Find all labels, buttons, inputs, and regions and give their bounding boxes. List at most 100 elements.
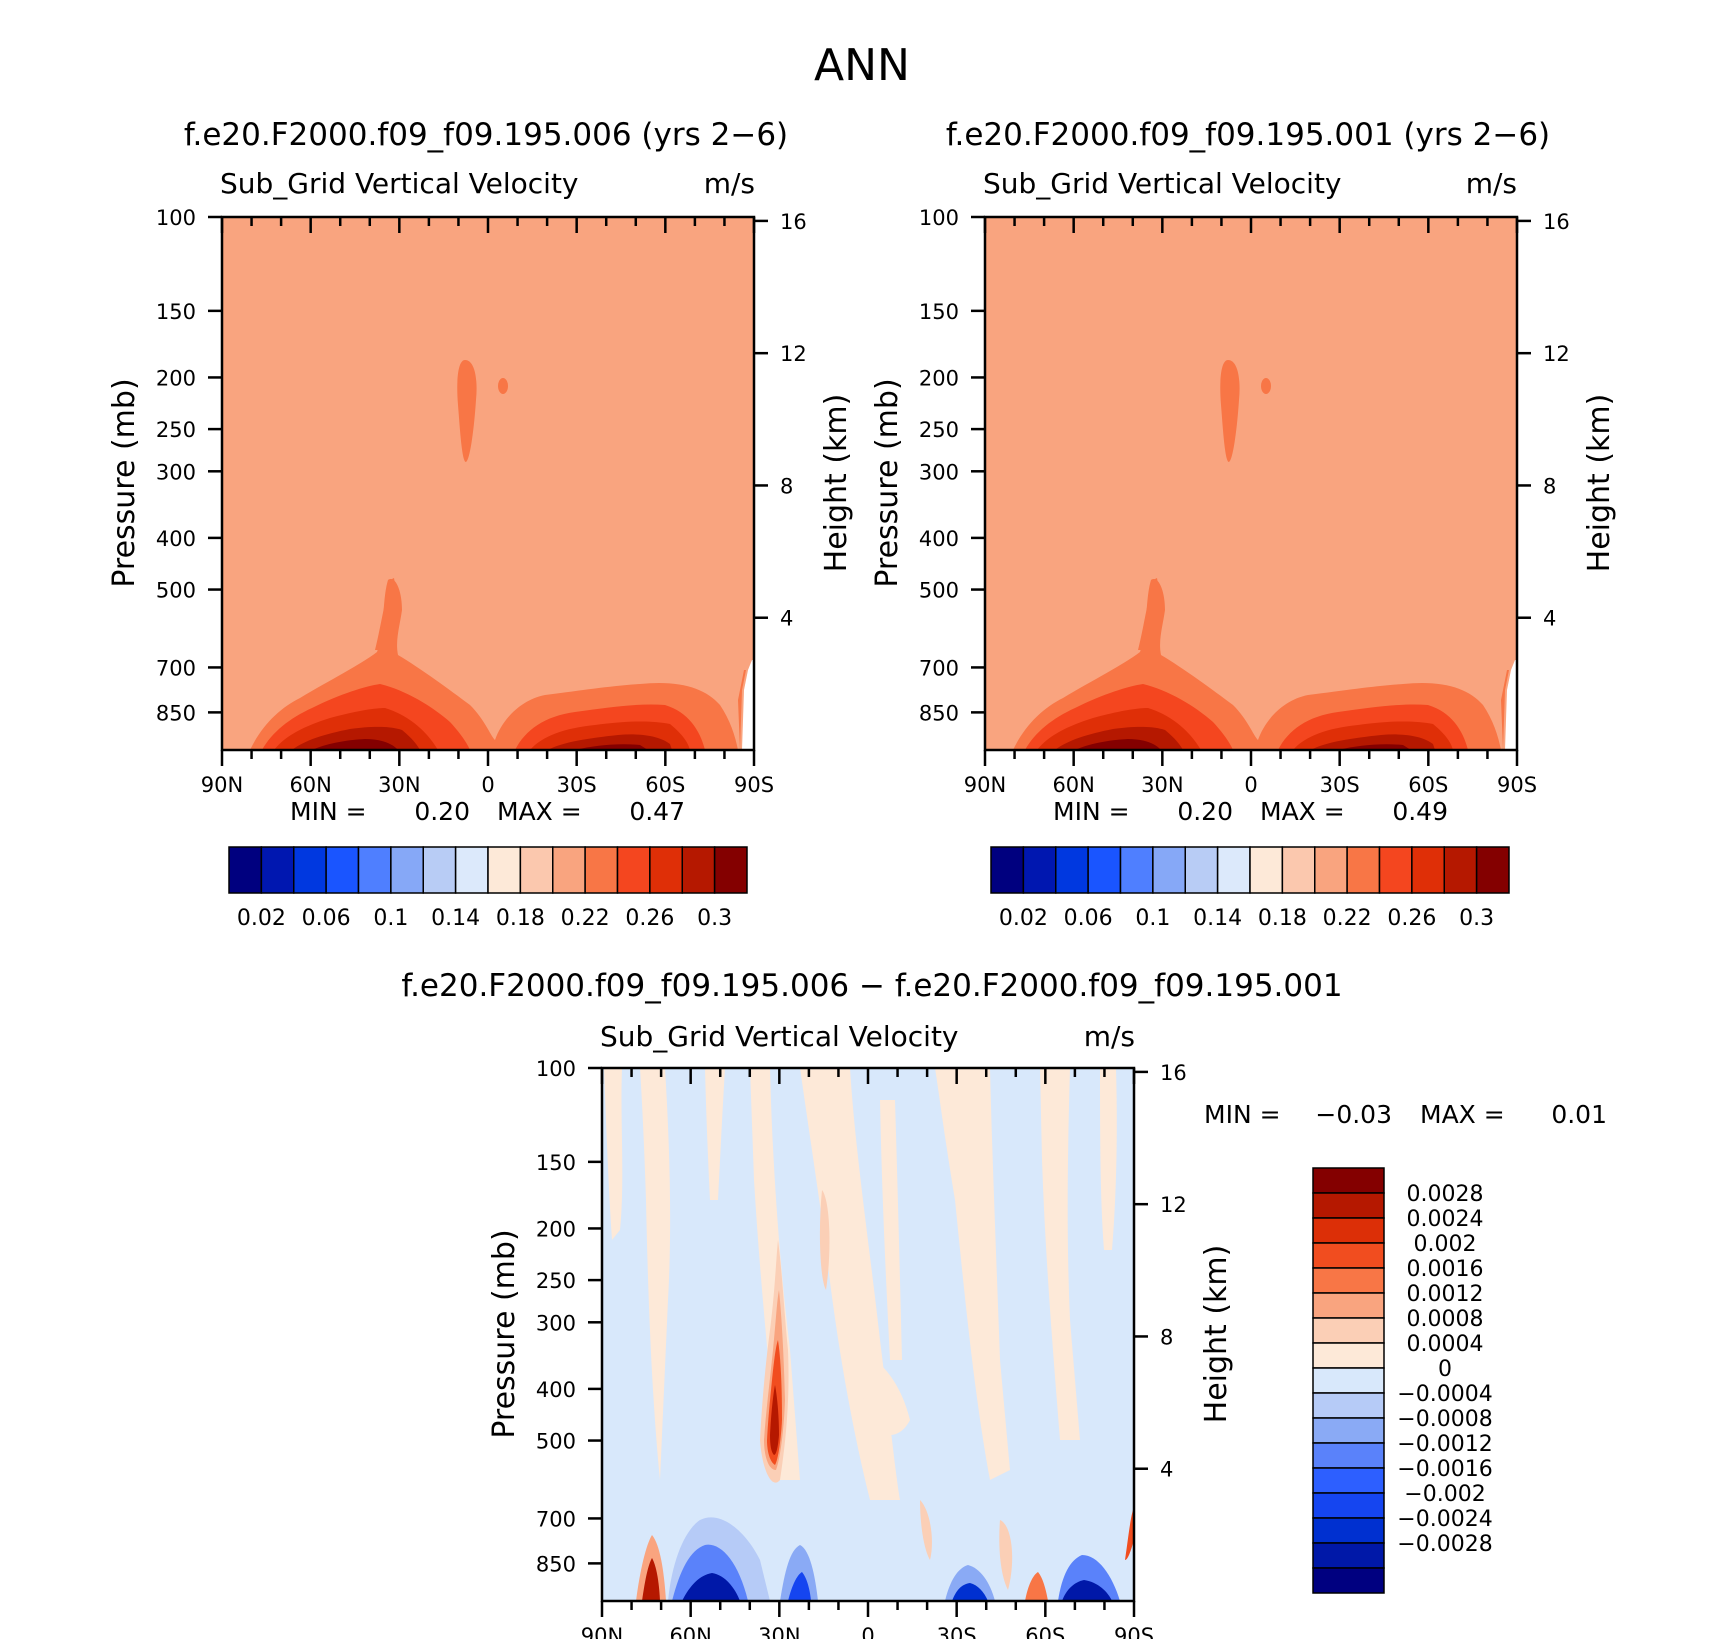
panel-1: f.e20.F2000.f09_f09.195.006 (yrs 2−6) Su…	[107, 117, 854, 931]
colorbar-tick-label: −0.002	[1404, 1482, 1485, 1507]
colorbar-swatch	[487, 846, 522, 894]
panel-3-positive-streaks	[604, 1068, 1117, 1500]
x-tick-label: 0	[861, 1624, 874, 1639]
x-tick-label: 30N	[1141, 773, 1183, 797]
colorbar-swatch	[454, 846, 489, 894]
panel-3-colorbar: 0.00280.00240.0020.00160.00120.00080.000…	[1312, 1167, 1493, 1594]
panel-2-equatorial-spike	[1138, 578, 1160, 650]
y2-tick-label: 16	[780, 210, 807, 234]
panel-3-negative-surface-20n-core	[788, 1572, 811, 1601]
x-tick-label: 90S	[1497, 773, 1537, 797]
y-tick-label: 200	[919, 366, 959, 390]
colorbar-swatch	[1312, 1542, 1385, 1569]
panel-3-positive-surface-55s	[1025, 1572, 1048, 1601]
panel-1-x-axis: 90N 60N 30N 0 30S 60S 90S	[201, 217, 774, 797]
y-tick-label: 500	[156, 579, 196, 603]
x-tick-label: 0	[481, 773, 494, 797]
colorbar-swatch	[1312, 1242, 1385, 1269]
panel-3-right-subtitle: m/s	[1084, 1020, 1135, 1053]
panel-1-max-label: MAX =	[497, 797, 582, 826]
y2-tick-label: 16	[1160, 1061, 1187, 1085]
y-tick-label: 400	[919, 527, 959, 551]
colorbar-tick-label: 0.0012	[1407, 1282, 1484, 1307]
colorbar-swatch	[713, 846, 748, 894]
panel-2-left-subtitle: Sub_Grid Vertical Velocity	[983, 167, 1342, 200]
panel-2-south-pole-rim	[1501, 670, 1509, 750]
diff-streak	[935, 1068, 1010, 1480]
colorbar-tick-label: −0.0016	[1397, 1457, 1492, 1482]
panel-2-background	[985, 217, 1517, 750]
colorbar-swatch	[1378, 846, 1413, 894]
y-tick-label: 700	[919, 656, 959, 680]
colorbar-swatch	[228, 846, 263, 894]
y2-tick-label: 8	[780, 474, 793, 498]
y2-tick-label: 4	[780, 607, 793, 631]
colorbar-tick-label: 0.002	[1414, 1232, 1477, 1257]
panel-2: f.e20.F2000.f09_f09.195.001 (yrs 2−6) Su…	[870, 117, 1617, 931]
panel-1-equatorial-spike	[375, 578, 397, 650]
colorbar-swatch	[1184, 846, 1219, 894]
colorbar-tick-label: 0.22	[561, 906, 610, 931]
panel-1-title: f.e20.F2000.f09_f09.195.006 (yrs 2−6)	[184, 117, 788, 153]
colorbar-tick-label: 0.1	[1135, 906, 1170, 931]
panel-1-upper-small-maximum	[498, 378, 508, 394]
diff-streak	[1100, 1068, 1117, 1250]
diff-streak	[880, 1100, 902, 1360]
diff-streak	[1040, 1068, 1080, 1440]
x-tick-label: 30N	[758, 1624, 800, 1639]
panel-1-min-label: MIN =	[290, 797, 367, 826]
colorbar-swatch	[1312, 1192, 1385, 1219]
y-tick-label: 850	[919, 701, 959, 725]
colorbar-tick-label: 0.0004	[1407, 1332, 1484, 1357]
panel-3-x-axis: 90N 60N 30N 0 30S 60S 90S	[581, 1068, 1154, 1639]
colorbar-swatch	[990, 846, 1025, 894]
colorbar-swatch	[1346, 846, 1381, 894]
y-tick-label: 100	[536, 1057, 576, 1081]
panel-2-upper-small-maximum	[1261, 378, 1271, 394]
panel-1-right-subtitle: m/s	[704, 167, 755, 200]
panel-3-y2-axis: 16 12 8 4	[1134, 1061, 1187, 1482]
panel-1-min-value: 0.20	[414, 797, 470, 826]
panel-1-max-value: 0.47	[629, 797, 685, 826]
x-tick-label: 60N	[1052, 773, 1094, 797]
panel-3-min-label: MIN =	[1204, 1100, 1281, 1129]
colorbar-swatch	[1312, 1392, 1385, 1419]
panel-3-min-value: −0.03	[1315, 1100, 1392, 1129]
colorbar-swatch	[1312, 1442, 1385, 1469]
colorbar-swatch	[1152, 846, 1186, 894]
y-tick-label: 700	[536, 1507, 576, 1531]
x-tick-label: 90S	[1114, 1624, 1154, 1639]
colorbar-swatch	[325, 846, 360, 894]
colorbar-tick-label: 0.26	[625, 906, 674, 931]
colorbar-swatch	[1312, 1417, 1385, 1444]
y-tick-label: 100	[156, 206, 196, 230]
colorbar-swatch	[1216, 846, 1251, 894]
panel-1-y-axis-label: Pressure (mb)	[107, 378, 142, 587]
y-tick-label: 150	[156, 300, 196, 324]
panel-3-y-axis-label: Pressure (mb)	[487, 1229, 522, 1438]
y-tick-label: 200	[156, 366, 196, 390]
colorbar-tick-label: 0.18	[1258, 906, 1307, 931]
colorbar-swatch	[681, 846, 716, 894]
y-tick-label: 850	[536, 1552, 576, 1576]
colorbar-swatch	[1312, 1317, 1385, 1344]
colorbar-swatch	[1312, 1567, 1385, 1594]
panel-3-title: f.e20.F2000.f09_f09.195.006 − f.e20.F200…	[401, 968, 1342, 1004]
y-tick-label: 850	[156, 701, 196, 725]
colorbar-tick-label: 0.0016	[1407, 1257, 1484, 1282]
x-tick-label: 60S	[1025, 1624, 1065, 1639]
colorbar-swatch	[1087, 846, 1122, 894]
y-tick-label: 200	[536, 1217, 576, 1241]
colorbar-tick-label: −0.0004	[1397, 1382, 1492, 1407]
panel-2-y2-axis-label: Height (km)	[1582, 394, 1617, 573]
y-tick-label: 400	[156, 527, 196, 551]
diff-streak	[705, 1068, 725, 1200]
panel-2-south-pole-edge	[1505, 660, 1517, 750]
colorbar-swatch	[649, 846, 683, 894]
x-tick-label: 60N	[669, 1624, 711, 1639]
colorbar-tick-label: −0.0024	[1397, 1507, 1492, 1532]
panel-3-positive-surface-60n-core	[642, 1558, 660, 1601]
colorbar-tick-label: 0.3	[697, 906, 732, 931]
y2-tick-label: 8	[1543, 474, 1556, 498]
